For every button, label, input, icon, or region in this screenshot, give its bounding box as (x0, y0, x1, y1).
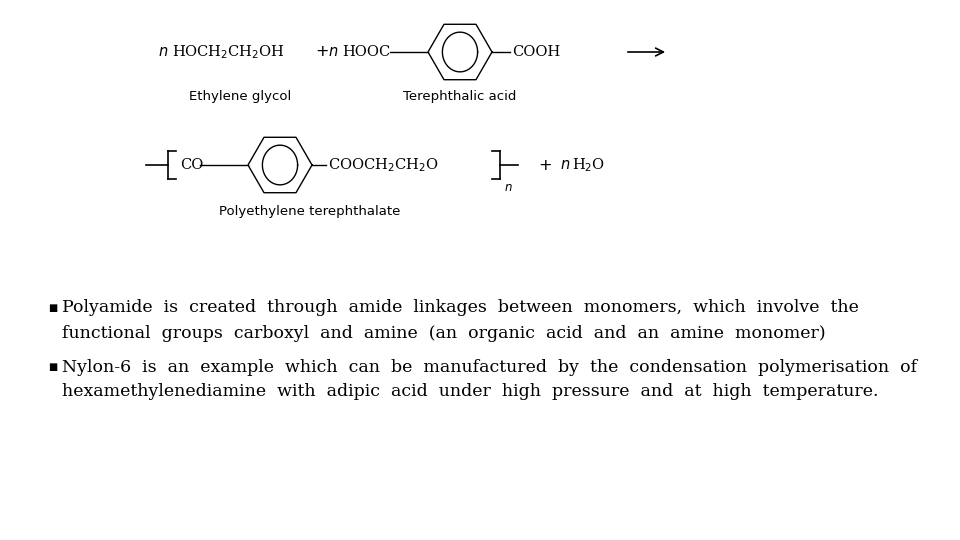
Text: COOH: COOH (512, 45, 561, 59)
Text: Ethylene glycol: Ethylene glycol (189, 90, 291, 103)
Text: functional  groups  carboxyl  and  amine  (an  organic  acid  and  an  amine  mo: functional groups carboxyl and amine (an… (62, 325, 826, 341)
Text: H$_2$O: H$_2$O (572, 156, 605, 174)
Text: HOCH$_2$CH$_2$OH: HOCH$_2$CH$_2$OH (172, 43, 285, 61)
Text: ■: ■ (48, 362, 58, 372)
Text: CO: CO (180, 158, 204, 172)
Text: +: + (315, 44, 328, 59)
Text: Terephthalic acid: Terephthalic acid (403, 90, 516, 103)
Text: Polyethylene terephthalate: Polyethylene terephthalate (219, 205, 400, 218)
Text: Polyamide  is  created  through  amide  linkages  between  monomers,  which  inv: Polyamide is created through amide linka… (62, 300, 859, 316)
Text: $n$: $n$ (504, 181, 513, 194)
Text: $n$: $n$ (157, 45, 168, 59)
Text: +: + (539, 158, 552, 172)
Text: ■: ■ (48, 303, 58, 313)
Text: COOCH$_2$CH$_2$O: COOCH$_2$CH$_2$O (328, 156, 439, 174)
Text: $n$: $n$ (327, 45, 338, 59)
Text: hexamethylenediamine  with  adipic  acid  under  high  pressure  and  at  high  : hexamethylenediamine with adipic acid un… (62, 383, 878, 401)
Text: Nylon-6  is  an  example  which  can  be  manufactured  by  the  condensation  p: Nylon-6 is an example which can be manuf… (62, 359, 917, 375)
Text: HOOC: HOOC (342, 45, 391, 59)
Text: $n$: $n$ (560, 158, 570, 172)
